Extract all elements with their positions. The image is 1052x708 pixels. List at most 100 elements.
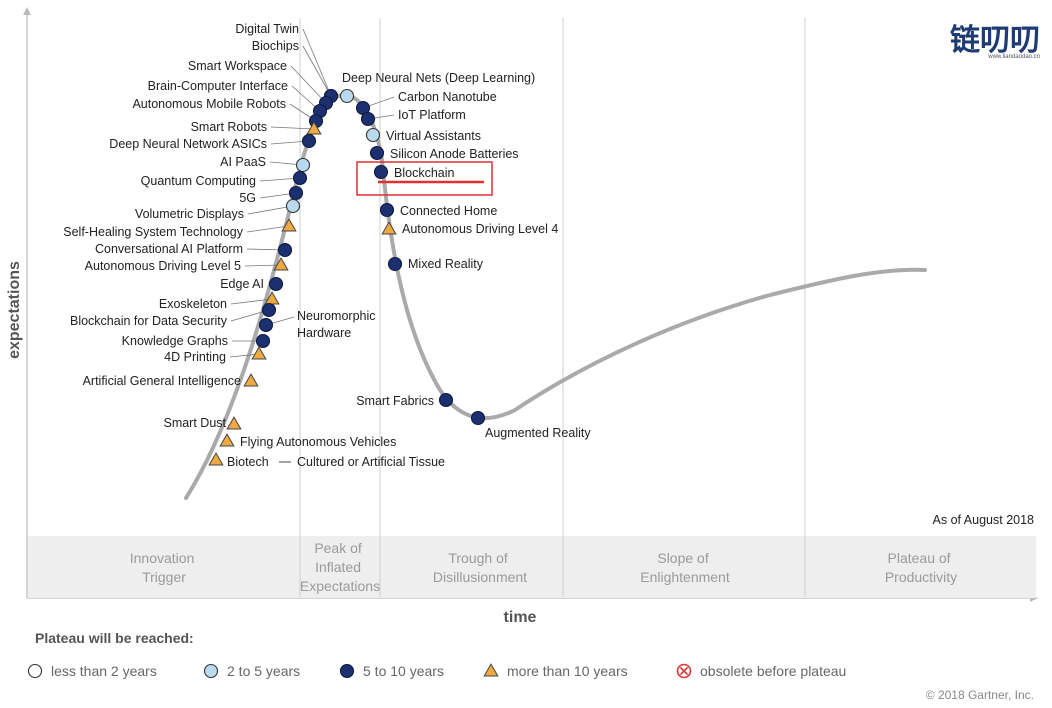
x-axis-label: time bbox=[504, 609, 537, 626]
leader-4d-printing bbox=[229, 353, 260, 358]
marker-artificial-general-intelligence bbox=[243, 373, 259, 387]
label-edge-ai: Edge AI bbox=[220, 277, 264, 291]
marker-virtual-assistants bbox=[365, 127, 381, 143]
marker-knowledge-graphs bbox=[255, 333, 271, 349]
legend-marker-3 bbox=[483, 663, 499, 677]
label-volumetric-displays: Volumetric Displays bbox=[135, 207, 244, 221]
leader-exoskeleton bbox=[230, 298, 273, 305]
label-smart-fabrics: Smart Fabrics bbox=[356, 394, 434, 408]
label-smart-robots: Smart Robots bbox=[191, 120, 267, 134]
frame bbox=[23, 7, 1038, 602]
label-augmented-reality: Augmented Reality bbox=[485, 426, 591, 440]
marker-augmented-reality bbox=[470, 410, 486, 426]
label-silicon-anode-batteries: Silicon Anode Batteries bbox=[390, 147, 519, 161]
label-smart-workspace: Smart Workspace bbox=[188, 59, 287, 73]
legend-label-0: less than 2 years bbox=[51, 663, 157, 679]
leader-biochips bbox=[302, 45, 332, 97]
marker-blockchain bbox=[373, 164, 389, 180]
phase-label-trough: Trough of Disillusionment bbox=[433, 550, 527, 585]
marker-5g bbox=[288, 185, 304, 201]
label-brain-computer-interface: Brain-Computer Interface bbox=[148, 79, 288, 93]
legend-label-4: obsolete before plateau bbox=[700, 663, 846, 679]
marker-connected-home bbox=[379, 202, 395, 218]
label-autonomous-driving-level-4: Autonomous Driving Level 4 bbox=[402, 222, 558, 236]
y-axis-label: expectations bbox=[6, 261, 23, 359]
as-of-note: As of August 2018 bbox=[933, 513, 1035, 527]
technology-labels: Digital Twin Biochips Smart Workspace Brain… bbox=[63, 22, 591, 469]
label-biotech-cultured-or-artificial-tissue: Biotech Cultured or Artificial Tissue bbox=[227, 455, 445, 469]
hype-curve bbox=[184, 92, 927, 500]
marker-deep-neural-nets-deep-learning bbox=[339, 88, 355, 104]
marker-autonomous-driving-level-5 bbox=[273, 257, 289, 271]
label-quantum-computing: Quantum Computing bbox=[141, 174, 256, 188]
label-self-healing-system-technology: Self-Healing System Technology bbox=[63, 225, 243, 239]
marker-conversational-ai-platform bbox=[277, 242, 293, 258]
phase-label-peak: Peak of Inflated Expectations bbox=[300, 540, 380, 594]
marker-volumetric-displays bbox=[285, 198, 301, 214]
label-deep-neural-nets-deep-learning: Deep Neural Nets (Deep Learning) bbox=[342, 71, 535, 85]
marker-smart-fabrics bbox=[438, 392, 454, 408]
label-flying-autonomous-vehicles: Flying Autonomous Vehicles bbox=[240, 435, 396, 449]
legend: Plateau will be reached: less than 2 yea… bbox=[27, 630, 846, 679]
label-5g: 5G bbox=[239, 191, 256, 205]
label-connected-home: Connected Home bbox=[400, 204, 497, 218]
leader-volumetric-displays bbox=[247, 205, 294, 215]
legend-label-1: 2 to 5 years bbox=[227, 663, 300, 679]
label-4d-printing: 4D Printing bbox=[164, 350, 226, 364]
marker-neuromorphic-hardware bbox=[258, 317, 274, 333]
label-ai-paas: AI PaaS bbox=[220, 155, 266, 169]
legend-marker-2 bbox=[339, 663, 355, 679]
legend-items: less than 2 years 2 to 5 years 5 to 10 yea… bbox=[27, 663, 846, 679]
label-exoskeleton: Exoskeleton bbox=[159, 297, 227, 311]
technology-markers bbox=[208, 88, 486, 466]
label-digital-twin: Digital Twin bbox=[235, 22, 299, 36]
logo-subtext: www.liandaodao.cn bbox=[987, 54, 1040, 60]
phase-dividers bbox=[299, 18, 806, 597]
label-mixed-reality: Mixed Reality bbox=[408, 257, 484, 271]
marker-quantum-computing bbox=[292, 170, 308, 186]
marker-deep-neural-network-asics bbox=[301, 133, 317, 149]
legend-label-3: more than 10 years bbox=[507, 663, 628, 679]
legend-marker-4 bbox=[676, 663, 692, 679]
legend-label-2: 5 to 10 years bbox=[363, 663, 444, 679]
watermark-logo: 链叨叨 www.liandaodao.cn bbox=[950, 23, 1040, 60]
leader-smart-workspace bbox=[290, 65, 327, 104]
phase-label-innovation-trigger: Innovation Trigger bbox=[130, 550, 199, 585]
marker-silicon-anode-batteries bbox=[369, 145, 385, 161]
label-blockchain: Blockchain bbox=[394, 166, 454, 180]
copyright: © 2018 Gartner, Inc. bbox=[926, 688, 1034, 702]
label-smart-dust: Smart Dust bbox=[163, 416, 226, 430]
leader-self-healing-system-technology bbox=[246, 225, 290, 233]
label-autonomous-mobile-robots: Autonomous Mobile Robots bbox=[132, 97, 286, 111]
marker-flying-autonomous-vehicles bbox=[219, 433, 235, 447]
legend-marker-0 bbox=[27, 663, 43, 679]
label-conversational-ai-platform: Conversational AI Platform bbox=[95, 242, 243, 256]
label-virtual-assistants: Virtual Assistants bbox=[386, 129, 481, 143]
marker-mixed-reality bbox=[387, 256, 403, 272]
label-carbon-nanotube: Carbon Nanotube bbox=[398, 90, 497, 104]
legend-title: Plateau will be reached: bbox=[35, 630, 194, 646]
label-knowledge-graphs: Knowledge Graphs bbox=[122, 334, 228, 348]
leader-smart-robots bbox=[270, 126, 315, 130]
blockchain-highlight bbox=[356, 161, 493, 196]
marker-self-healing-system-technology bbox=[281, 218, 297, 232]
marker-blockchain-for-data-security bbox=[261, 302, 277, 318]
logo-text: 链叨叨 bbox=[950, 23, 1040, 57]
phase-label-plateau: Plateau of Productivity bbox=[885, 550, 957, 585]
legend-marker-1 bbox=[203, 663, 219, 679]
marker-smart-robots bbox=[306, 121, 322, 135]
label-autonomous-driving-level-5: Autonomous Driving Level 5 bbox=[85, 259, 241, 273]
marker-smart-dust bbox=[226, 416, 242, 430]
marker-iot-platform bbox=[360, 111, 376, 127]
marker-4d-printing bbox=[251, 346, 267, 360]
label-deep-neural-network-asics: Deep Neural Network ASICs bbox=[109, 137, 267, 151]
marker-edge-ai bbox=[268, 276, 284, 292]
label-neuromorphic-hardware: Neuromorphic Hardware bbox=[297, 309, 376, 340]
phase-label-slope: Slope of Enlightenment bbox=[640, 550, 730, 585]
leader-autonomous-driving-level-5 bbox=[244, 264, 282, 267]
marker-biotech-cultured-or-artificial-tissue bbox=[208, 452, 224, 466]
label-artificial-general-intelligence: Artificial General Intelligence bbox=[83, 374, 241, 388]
label-blockchain-for-data-security: Blockchain for Data Security bbox=[70, 314, 228, 328]
marker-autonomous-driving-level-4 bbox=[381, 221, 397, 235]
